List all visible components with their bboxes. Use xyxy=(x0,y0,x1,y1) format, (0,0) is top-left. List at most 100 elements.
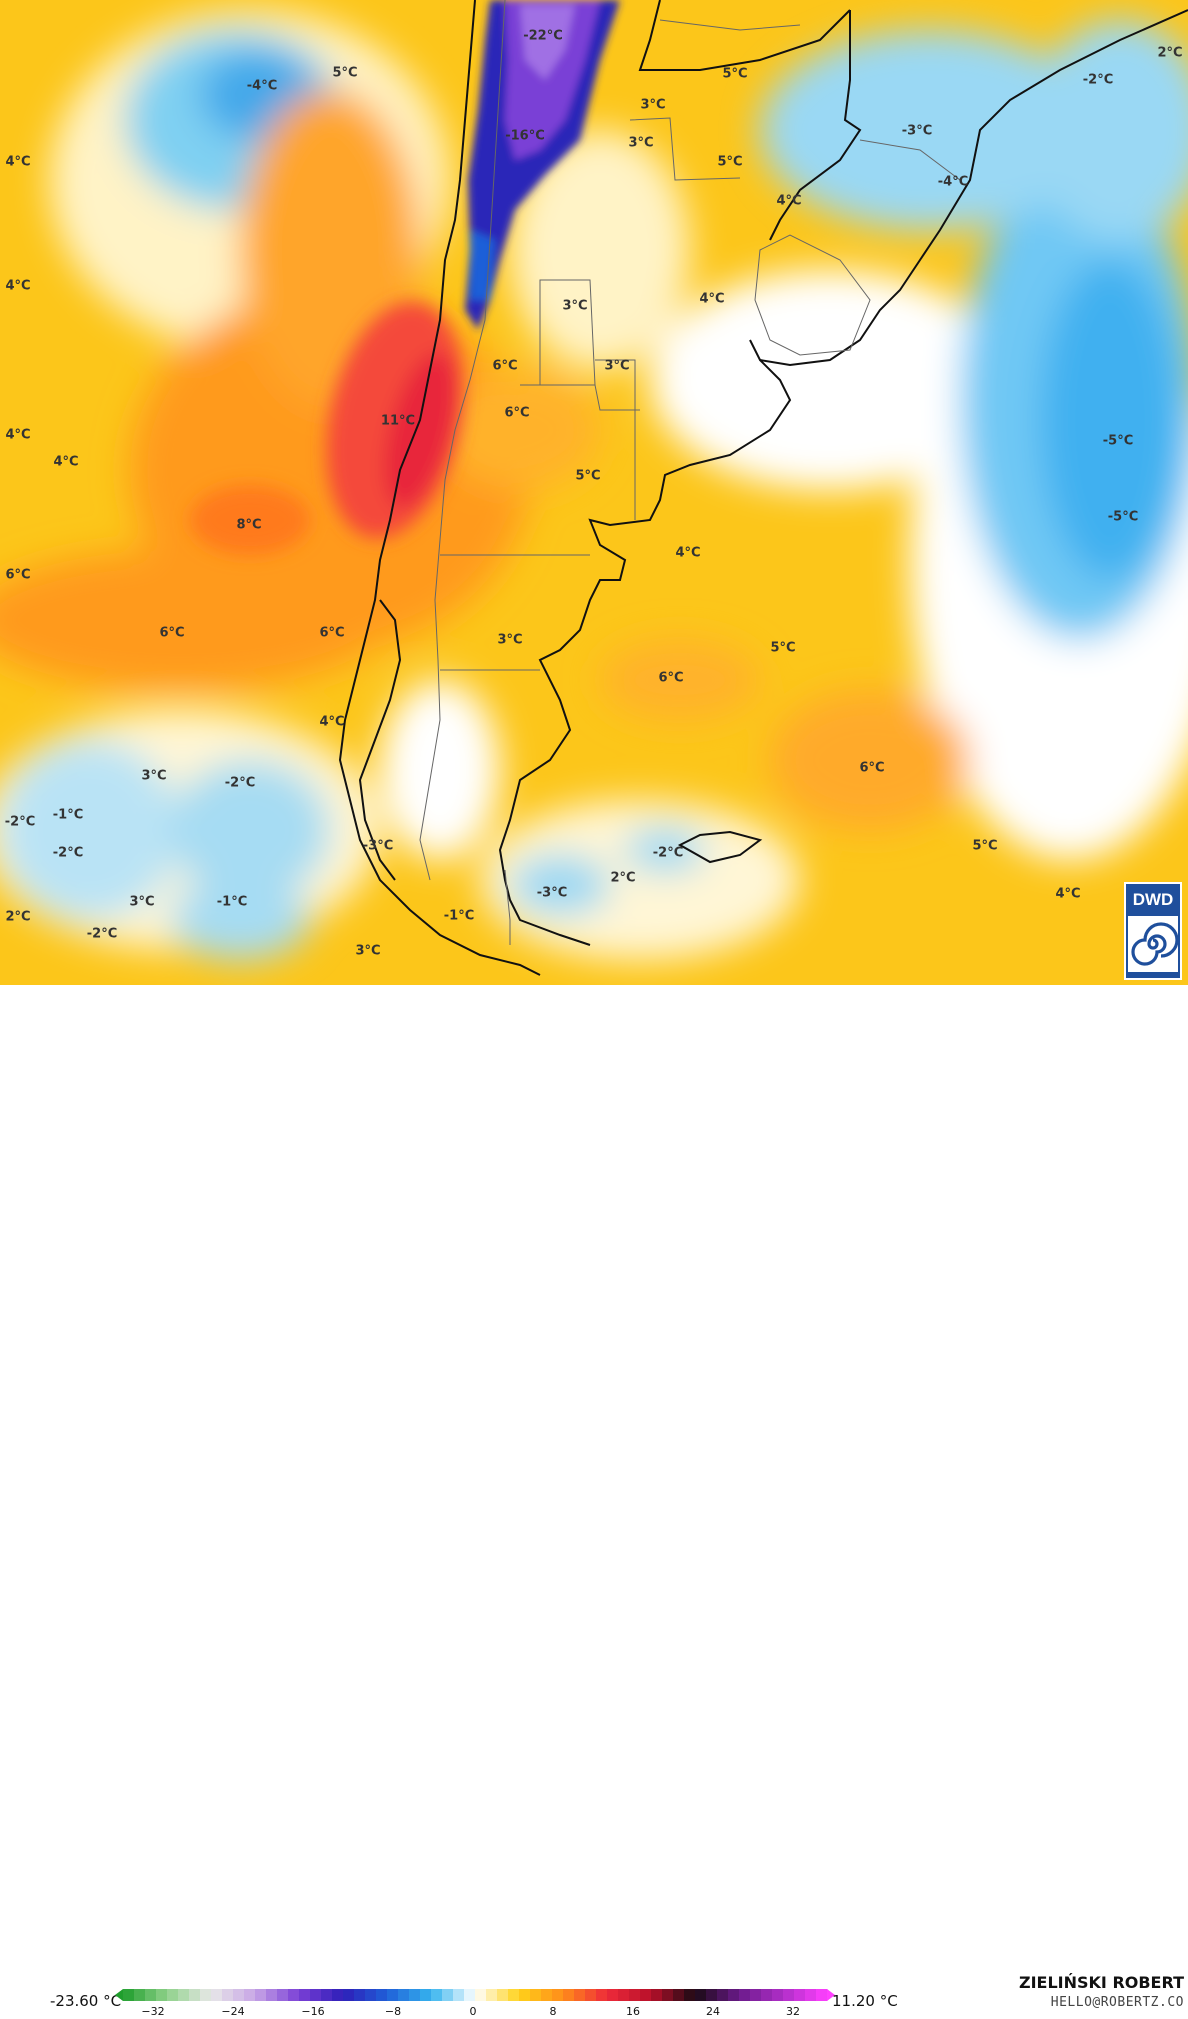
colorbar-tick-label: −24 xyxy=(221,2005,245,2018)
colorbar-max-label: 11.20 °C xyxy=(832,1992,898,2010)
map-label: 4°C xyxy=(699,291,725,307)
colorbar-segment xyxy=(541,1989,553,2001)
map-label: -3°C xyxy=(536,885,568,901)
map-label: 6°C xyxy=(319,625,345,641)
colorbar-segment xyxy=(222,1989,234,2001)
colorbar-min-label: -23.60 °C xyxy=(50,1992,122,2010)
colorbar xyxy=(115,1989,835,2001)
colorbar-segment xyxy=(651,1989,663,2001)
colorbar-segment xyxy=(233,1989,245,2001)
colorbar-segment xyxy=(596,1989,608,2001)
colorbar-segment xyxy=(310,1989,322,2001)
colorbar-tick-label: 24 xyxy=(706,2005,720,2018)
map-label: -4°C xyxy=(937,174,969,190)
map-label: -1°C xyxy=(52,807,84,823)
map-label: 3°C xyxy=(604,358,630,374)
map-label: -2°C xyxy=(4,814,36,830)
map-label: 3°C xyxy=(141,768,167,784)
map-label: 4°C xyxy=(5,278,31,294)
colorbar-segment xyxy=(398,1989,410,2001)
colorbar-tick-label: 8 xyxy=(549,2005,557,2018)
map-label: -5°C xyxy=(1107,509,1139,525)
map-label: 8°C xyxy=(236,517,262,533)
andes-cold xyxy=(465,0,620,330)
colorbar-segment xyxy=(519,1989,531,2001)
colorbar-segment xyxy=(376,1989,388,2001)
colorbar-segment xyxy=(508,1989,520,2001)
map-label: 2°C xyxy=(1157,45,1183,61)
colorbar-tick-label: 16 xyxy=(626,2005,640,2018)
colorbar-segment xyxy=(739,1989,751,2001)
colorbar-segment xyxy=(464,1989,476,2001)
colorbar-segment xyxy=(211,1989,223,2001)
colorbar-segment xyxy=(629,1989,641,2001)
map-label: 4°C xyxy=(1055,886,1081,902)
map-label: 3°C xyxy=(497,632,523,648)
colorbar-segment xyxy=(123,1989,135,2001)
colorbar-segment xyxy=(288,1989,300,2001)
colorbar-segment xyxy=(684,1989,696,2001)
colorbar-segment xyxy=(453,1989,465,2001)
colorbar-segment xyxy=(717,1989,729,2001)
map-label: -2°C xyxy=(224,775,256,791)
author-name: ZIELIŃSKI ROBERT xyxy=(1018,1973,1184,1992)
map-label: -22°C xyxy=(523,28,563,44)
map-label: -2°C xyxy=(1082,72,1114,88)
colorbar-tick-label: −16 xyxy=(301,2005,325,2018)
map-label: 6°C xyxy=(658,670,684,686)
colorbar-segment xyxy=(640,1989,652,2001)
map-label: 6°C xyxy=(492,358,518,374)
swirl-icon xyxy=(1128,916,1179,972)
colorbar-segment xyxy=(134,1989,146,2001)
colorbar-segment xyxy=(200,1989,212,2001)
author-email[interactable]: HELLO@ROBERTZ.CO xyxy=(1050,1995,1184,2010)
map-label: -2°C xyxy=(652,845,684,861)
colorbar-segment xyxy=(244,1989,256,2001)
colorbar-segment xyxy=(772,1989,784,2001)
coastline xyxy=(338,0,1188,976)
map-label: 3°C xyxy=(562,298,588,314)
map-label: -3°C xyxy=(901,123,933,139)
map-label: 11°C xyxy=(380,413,416,429)
colorbar-segment xyxy=(816,1989,828,2001)
colorbar-segment xyxy=(486,1989,498,2001)
colorbar-segment xyxy=(178,1989,190,2001)
map-label: 2°C xyxy=(610,870,636,886)
colorbar-segment xyxy=(475,1989,487,2001)
colorbar-segment xyxy=(794,1989,806,2001)
colorbar-ticks: −32 −24 −16 −8 0 8 16 24 32 xyxy=(120,2005,830,2019)
temperature-map: -22°C -16°C -4°C 5°C 4°C 4°C 3°C 3°C 5°C… xyxy=(0,0,1188,985)
colorbar-segment xyxy=(167,1989,179,2001)
map-label: 4°C xyxy=(675,545,701,561)
colorbar-segment xyxy=(332,1989,344,2001)
colorbar-segment xyxy=(409,1989,421,2001)
colorbar-segment xyxy=(387,1989,399,2001)
colorbar-segment xyxy=(607,1989,619,2001)
map-label: 4°C xyxy=(776,193,802,209)
map-label: 4°C xyxy=(5,154,31,170)
map-label: 6°C xyxy=(504,405,530,421)
colorbar-segment xyxy=(783,1989,795,2001)
map-label: 5°C xyxy=(575,468,601,484)
map-label: -5°C xyxy=(1102,433,1134,449)
colorbar-segment xyxy=(585,1989,597,2001)
map-label: 4°C xyxy=(53,454,79,470)
colorbar-segment xyxy=(442,1989,454,2001)
footer: -23.60 °C −32 −24 −16 −8 0 8 16 24 32 11.20 °C Z… xyxy=(0,985,1188,2018)
map-label: 3°C xyxy=(628,135,654,151)
colorbar-tick-label: −8 xyxy=(384,2005,402,2018)
colorbar-left-arrow xyxy=(115,1989,123,2001)
colorbar-segment xyxy=(530,1989,542,2001)
colorbar-segment xyxy=(255,1989,267,2001)
colorbar-tick-label: 32 xyxy=(786,2005,800,2018)
colorbar-segment xyxy=(618,1989,630,2001)
map-label: -2°C xyxy=(86,926,118,942)
map-label: 6°C xyxy=(5,567,31,583)
map-label: -2°C xyxy=(52,845,84,861)
colorbar-segment xyxy=(695,1989,707,2001)
colorbar-segment xyxy=(365,1989,377,2001)
dwd-logo: DWD xyxy=(1124,882,1182,980)
map-label: 2°C xyxy=(5,909,31,925)
colorbar-segment xyxy=(563,1989,575,2001)
colorbar-segment xyxy=(299,1989,311,2001)
